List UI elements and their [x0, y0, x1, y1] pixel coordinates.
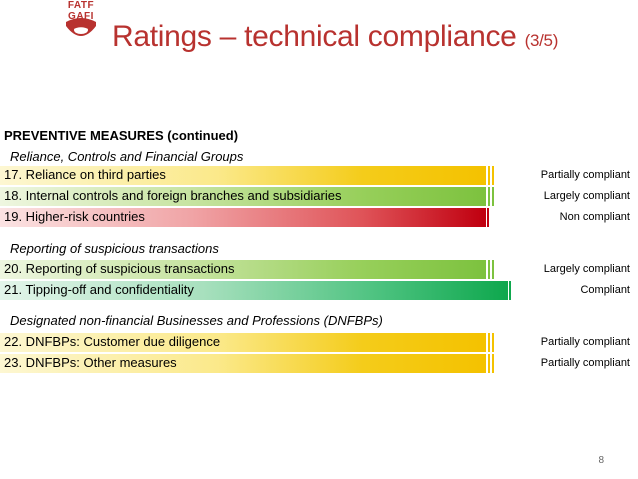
- rating-bar-tail: [484, 208, 490, 227]
- rating-value: Largely compliant: [543, 263, 630, 275]
- row-label: 22. DNFBPs: Customer due diligence: [4, 334, 221, 349]
- page-title: Ratings – technical compliance (3/5): [112, 20, 558, 54]
- fatf-emblem-icon: [62, 0, 100, 46]
- rating-value: Largely compliant: [543, 190, 630, 202]
- rating-bar: [0, 260, 484, 279]
- rating-value: Non compliant: [559, 211, 630, 223]
- group-label-reliance: Reliance, Controls and Financial Groups: [10, 149, 244, 164]
- rating-bar: [0, 187, 484, 206]
- row-label: 17. Reliance on third parties: [4, 167, 166, 182]
- rating-bar-tail: [484, 166, 496, 185]
- row-label: 21. Tipping-off and confidentiality: [4, 282, 194, 297]
- rating-bar: [0, 354, 484, 373]
- rating-row-23: 23. DNFBPs: Other measures Partially com…: [0, 353, 638, 373]
- logo-text: FATF GAFI: [62, 0, 100, 26]
- rating-value: Partially compliant: [540, 169, 630, 181]
- rating-bar: [0, 333, 484, 352]
- group-label-dnfbps: Designated non-financial Businesses and …: [10, 313, 383, 328]
- rating-value: Compliant: [580, 284, 630, 296]
- row-label: 19. Higher-risk countries: [4, 209, 145, 224]
- rating-value: Partially compliant: [540, 357, 630, 369]
- page-title-fraction: (3/5): [524, 31, 559, 50]
- rating-bar: [0, 281, 506, 300]
- rating-row-18: 18. Internal controls and foreign branch…: [0, 186, 638, 206]
- row-label: 20. Reporting of suspicious transactions: [4, 261, 235, 276]
- row-label: 23. DNFBPs: Other measures: [4, 355, 177, 370]
- rating-bar-tail: [484, 260, 496, 279]
- rating-row-20: 20. Reporting of suspicious transactions…: [0, 259, 638, 279]
- rating-bar-tail: [484, 187, 496, 206]
- logo-line-gafi: GAFI: [68, 11, 94, 22]
- rating-row-22: 22. DNFBPs: Customer due diligence Parti…: [0, 332, 638, 352]
- rating-row-17: 17. Reliance on third parties Partially …: [0, 165, 638, 185]
- rating-row-21: 21. Tipping-off and confidentiality Comp…: [0, 280, 638, 300]
- row-label: 18. Internal controls and foreign branch…: [4, 188, 342, 203]
- logo-line-fatf: FATF: [67, 0, 95, 11]
- group-label-reporting: Reporting of suspicious transactions: [10, 241, 219, 256]
- rating-bar-tail: [484, 333, 496, 352]
- rating-value: Partially compliant: [540, 336, 630, 348]
- page-title-main: Ratings – technical compliance: [112, 20, 517, 53]
- rating-bar-tail: [506, 281, 512, 300]
- rating-bar: [0, 208, 484, 227]
- fatf-logo: FATF GAFI: [62, 0, 100, 46]
- rating-bar-tail: [484, 354, 496, 373]
- rating-bar: [0, 166, 484, 185]
- section-header: PREVENTIVE MEASURES (continued): [4, 128, 239, 143]
- rating-row-19: 19. Higher-risk countries Non compliant: [0, 207, 638, 227]
- page-number: 8: [598, 455, 604, 466]
